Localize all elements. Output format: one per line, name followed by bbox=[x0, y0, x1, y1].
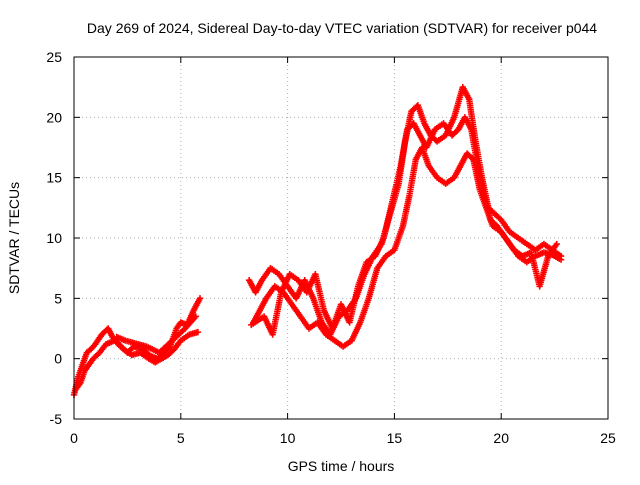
data-point-marker bbox=[196, 295, 204, 302]
x-tick-label: 15 bbox=[387, 430, 403, 446]
data-points bbox=[70, 83, 565, 399]
y-tick-label: 10 bbox=[46, 230, 62, 246]
data-point-marker bbox=[194, 328, 202, 336]
y-tick-label: 5 bbox=[54, 290, 62, 306]
data-point-marker bbox=[557, 256, 565, 263]
y-axis-label: SDTVAR / TECUs bbox=[6, 182, 22, 294]
series-1 bbox=[70, 83, 565, 399]
gridlines bbox=[74, 57, 608, 419]
axis-ticks: 0 5 10 15 20 25 -5 0 5 10 15 20 25 bbox=[46, 49, 616, 446]
data-point-marker bbox=[192, 313, 199, 320]
data-point-marker bbox=[468, 155, 476, 162]
data-point-marker bbox=[553, 240, 560, 248]
y-tick-label: 25 bbox=[46, 49, 62, 65]
x-tick-label: 20 bbox=[493, 430, 509, 446]
y-tick-label: -5 bbox=[50, 411, 63, 427]
series-2 bbox=[72, 144, 565, 393]
x-tick-label: 0 bbox=[70, 430, 78, 446]
x-tick-label: 5 bbox=[177, 430, 185, 446]
y-tick-label: 0 bbox=[54, 351, 62, 367]
x-tick-label: 25 bbox=[600, 430, 616, 446]
y-tick-label: 15 bbox=[46, 170, 62, 186]
y-tick-label: 20 bbox=[46, 109, 62, 125]
chart-title: Day 269 of 2024, Sidereal Day-to-day VTE… bbox=[87, 20, 597, 36]
series-3 bbox=[113, 114, 560, 356]
x-tick-label: 10 bbox=[280, 430, 296, 446]
x-axis-label: GPS time / hours bbox=[288, 458, 395, 474]
